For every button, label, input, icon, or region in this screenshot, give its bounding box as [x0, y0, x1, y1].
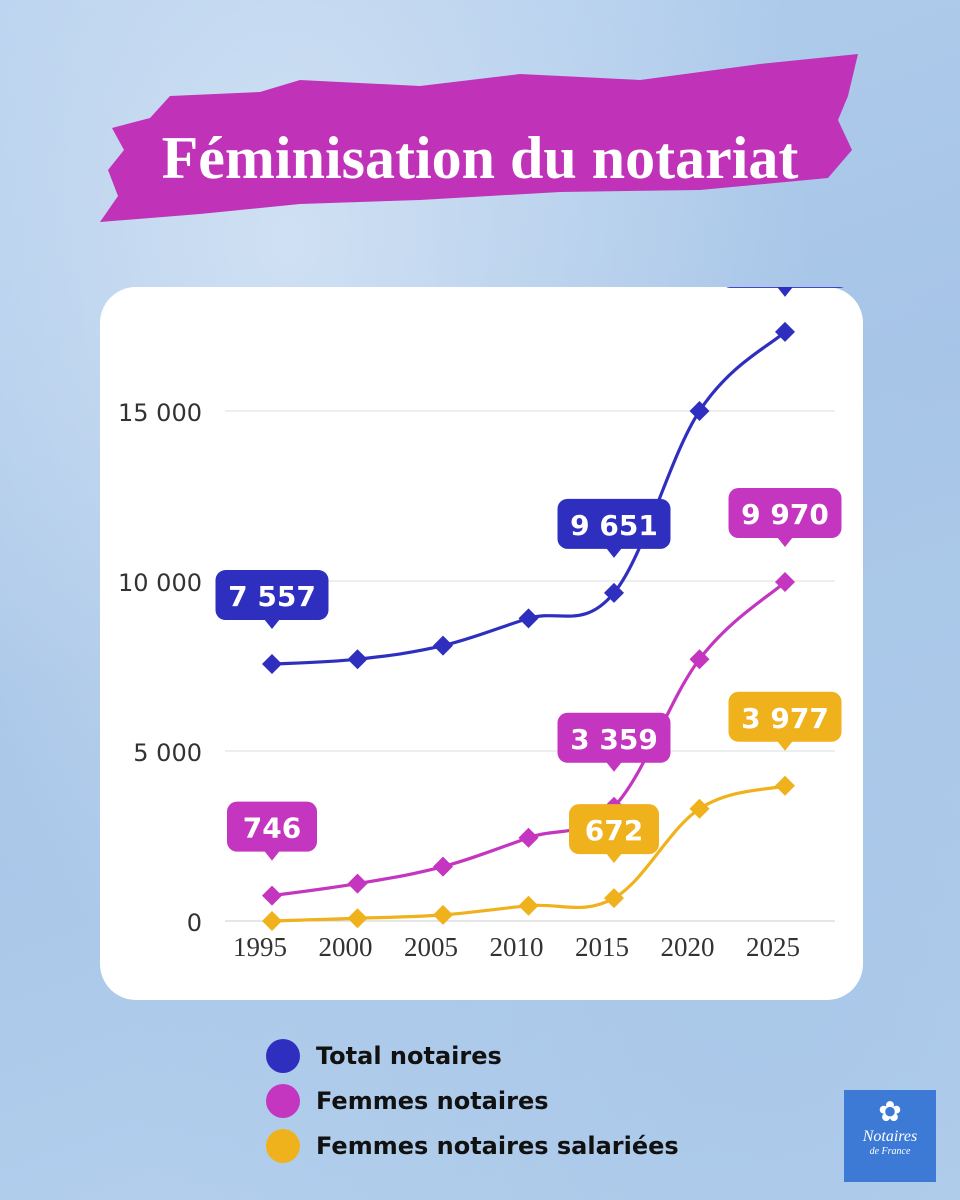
data-label-badge: 9 970: [728, 488, 842, 548]
title-banner: Féminisation du notariat: [100, 54, 858, 222]
y-tick-label: 10 000: [118, 569, 202, 597]
data-label-pointer: [777, 537, 793, 548]
data-point-marker: [262, 885, 282, 906]
data-point-marker: [262, 911, 282, 931]
x-tick-label: 2020: [661, 932, 715, 962]
data-label-pointer: [264, 850, 280, 861]
data-point-marker: [775, 775, 795, 796]
chart-card: 0 5 000 10 000 15 000 1995 2000 2005 2010 2015 20…: [100, 287, 863, 1000]
x-tick-label: 2025: [746, 932, 800, 962]
data-point-marker: [775, 321, 795, 342]
notaires-logo-icon: ✿: [878, 1097, 902, 1128]
series-line-1: [271, 580, 787, 898]
data-label-background: [569, 804, 659, 855]
x-tick-label: 2005: [404, 932, 458, 962]
y-tick-label: 15 000: [118, 399, 202, 427]
data-label-text: 672: [585, 814, 643, 847]
data-label-pointer: [606, 761, 622, 772]
chart-legend: Total notaires Femmes notaires Femmes no…: [266, 1033, 679, 1168]
legend-item-total: Total notaires: [266, 1033, 679, 1078]
data-label-text: 3 359: [570, 723, 658, 756]
x-tick-label: 2000: [319, 932, 373, 962]
data-label-background: [557, 712, 671, 763]
data-label-background: [557, 498, 671, 549]
legend-item-femmes: Femmes notaires: [266, 1078, 679, 1123]
logo-name: Notaires: [862, 1128, 918, 1145]
data-label-text: 3 977: [741, 702, 829, 735]
legend-dot-icon: [266, 1083, 300, 1118]
data-label-text: 746: [243, 812, 301, 845]
data-label-background: [728, 691, 842, 742]
data-point-marker: [433, 904, 453, 925]
data-point-marker: [433, 856, 453, 877]
data-label-text: 9 651: [570, 509, 658, 542]
data-point-marker: [689, 649, 710, 670]
y-tick-label: 0: [187, 909, 202, 937]
data-point-marker: [262, 654, 282, 675]
data-label-pointer: [264, 619, 280, 630]
legend-dot-icon: [266, 1038, 300, 1073]
data-point-marker: [347, 873, 368, 894]
data-label-background: [227, 801, 317, 852]
data-label-pointer: [777, 287, 793, 297]
data-label-pointer: [777, 740, 793, 751]
x-tick-label: 2010: [490, 932, 544, 962]
data-label-text: 9 970: [741, 498, 829, 531]
legend-label: Total notaires: [316, 1041, 502, 1070]
data-point-marker: [775, 572, 795, 593]
data-point-marker: [604, 888, 624, 909]
legend-label: Femmes notaires salariées: [316, 1131, 679, 1160]
data-point-marker: [433, 635, 453, 656]
data-label-badge: 9 651: [557, 498, 671, 558]
data-label-pointer: [606, 853, 622, 864]
legend-dot-icon: [266, 1128, 300, 1163]
y-tick-label: 5 000: [133, 739, 202, 767]
x-tick-label: 2015: [575, 932, 629, 962]
banner-brush-shape: [100, 54, 858, 222]
data-label-pointer: [606, 547, 622, 558]
logo-sub: de France: [869, 1146, 911, 1157]
chart-title: Féminisation du notariat: [162, 125, 799, 191]
data-label-badge: 17 329: [726, 287, 844, 297]
line-chart: 0 5 000 10 000 15 000 1995 2000 2005 2010 2015 20…: [118, 287, 844, 962]
legend-item-salariees: Femmes notaires salariées: [266, 1123, 679, 1168]
data-label-badge: 3 977: [728, 691, 842, 751]
notaires-de-france-logo: ✿ Notaires de France: [844, 1090, 936, 1182]
data-point-marker: [347, 649, 368, 670]
data-label-background: [728, 488, 842, 539]
data-point-marker: [604, 582, 624, 603]
x-tick-label: 1995: [233, 932, 287, 962]
data-label-badge: 746: [227, 801, 317, 861]
data-label-badge: 7 557: [215, 570, 329, 630]
data-point-marker: [518, 895, 539, 916]
legend-label: Femmes notaires: [316, 1086, 549, 1115]
data-point-marker: [518, 827, 539, 848]
data-label-badge: 672: [569, 804, 659, 864]
data-point-marker: [689, 798, 710, 819]
data-point-marker: [347, 908, 368, 929]
data-label-badge: 3 359: [557, 712, 671, 772]
data-label-text: 7 557: [228, 580, 316, 613]
data-point-marker: [518, 608, 539, 629]
data-point-marker: [689, 401, 710, 421]
data-label-background: [215, 570, 329, 621]
